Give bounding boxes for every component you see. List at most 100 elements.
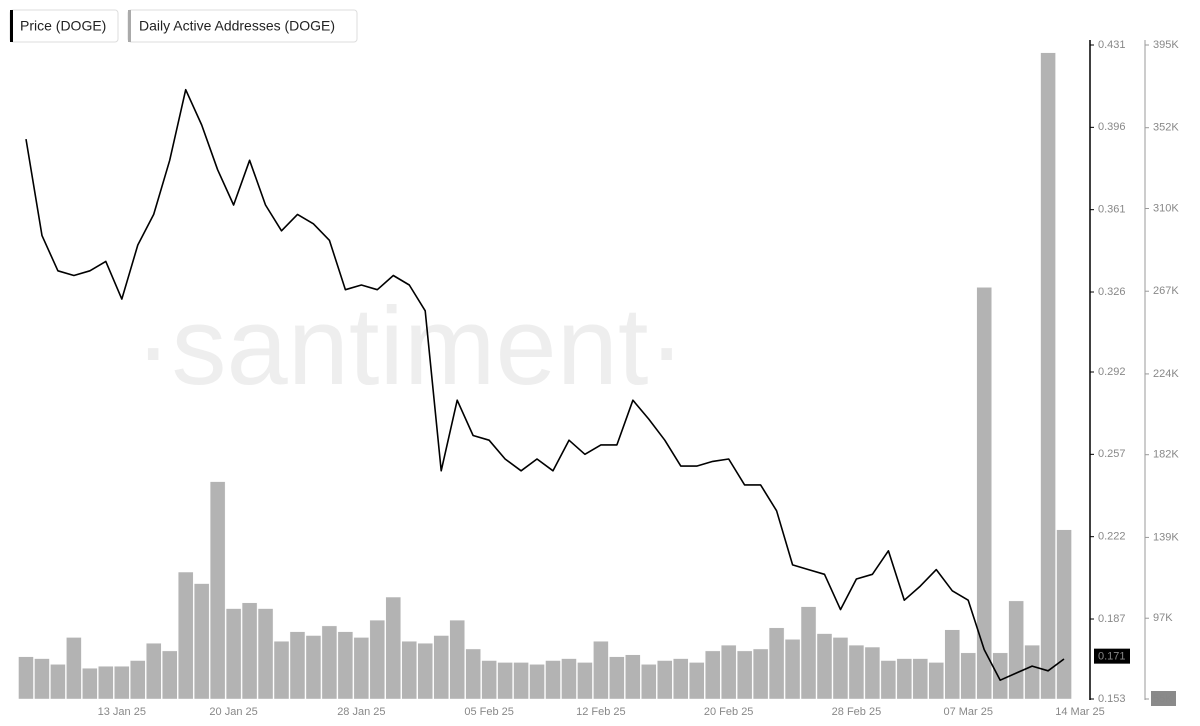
bar [992,652,1008,700]
legend-addresses[interactable]: Daily Active Addresses (DOGE) [127,9,358,43]
legend-label[interactable]: Daily Active Addresses (DOGE) [139,18,335,34]
bar [385,596,401,700]
bar [193,583,210,700]
bar [433,635,449,700]
bar [273,641,290,700]
y-tick-label: 0.222 [1098,531,1126,543]
y-tick-label: 0.431 [1098,39,1126,51]
bar [529,664,545,700]
y2-tick-label: 310K [1153,202,1179,214]
x-tick-label: 07 Mar 25 [943,706,993,718]
bar [337,631,354,700]
bar [162,650,178,700]
y2-tick-label: 55K [1153,693,1173,705]
bar [673,658,689,700]
y-tick-label: 0.187 [1098,613,1126,625]
bar [114,666,130,700]
bar [720,644,737,700]
bar [497,662,513,700]
x-tick-label: 20 Feb 25 [704,706,754,718]
y2-tick-label: 139K [1153,531,1179,543]
y2-tick-label: 182K [1153,449,1179,461]
bar [609,656,625,700]
y2-tick-box [1151,691,1176,706]
bar [705,650,721,700]
bar [66,637,82,700]
bar [1040,52,1056,700]
y2-tick-label: 267K [1153,285,1179,297]
watermark: ·santiment· [135,285,685,408]
y-tick-label: 0.396 [1098,121,1126,133]
legend-swatch [10,10,13,42]
bar [657,660,673,700]
bar [912,658,928,700]
bar [816,633,833,700]
bar [401,641,417,700]
bar [752,648,769,700]
bar [896,658,913,700]
bar [417,643,433,700]
x-tick-label: 28 Jan 25 [337,706,385,718]
bar [305,635,322,700]
x-tick-label: 13 Jan 25 [98,706,146,718]
bar [928,662,944,700]
bar [257,608,274,700]
legend-swatch [128,10,131,42]
bar [98,666,114,700]
bar [736,650,753,700]
bar [848,644,865,700]
bar [944,629,960,700]
bar [800,606,817,700]
bar [641,664,657,700]
bar [960,652,976,700]
bar [449,619,465,700]
bar [768,627,785,700]
bar [369,619,386,700]
bar [178,571,194,700]
x-tick-label: 28 Feb 25 [832,706,882,718]
bar [593,641,609,700]
bar [577,662,593,700]
bar [832,637,849,700]
bar [513,662,529,700]
bar [1056,529,1072,700]
y2-tick-label: 352K [1153,122,1179,134]
bar [689,662,705,700]
y2-tick-label: 224K [1153,368,1179,380]
y-tick-label: 0.292 [1098,366,1126,378]
x-tick-label: 05 Feb 25 [464,706,514,718]
x-tick-label: 20 Jan 25 [209,706,257,718]
bar [545,660,561,700]
legend-label[interactable]: Price (DOGE) [20,18,106,34]
bar [130,660,146,700]
plot [18,52,1072,700]
bar [82,668,98,700]
bar [784,639,801,700]
bar [1008,600,1024,700]
bar [321,625,338,700]
y2-tick-label: 97K [1153,612,1173,624]
x-tick-label: 14 Mar 25 [1055,706,1105,718]
bar [50,664,66,700]
bar [225,608,242,700]
bar [209,481,226,700]
y2-tick-label: 395K [1153,39,1179,51]
current-price-box [1094,648,1130,664]
bar [465,648,481,700]
price-line [25,88,1065,681]
bar [146,643,162,700]
bar [34,658,50,700]
bar [241,602,258,700]
bar [864,646,881,700]
bar [1024,644,1040,700]
bar [353,637,370,700]
bar [976,287,992,700]
legend-price[interactable]: Price (DOGE) [9,9,119,43]
bar [880,660,897,700]
bar [289,631,306,700]
bar [481,660,497,700]
y-tick-label: 0.326 [1098,286,1126,298]
y-tick-label: 0.153 [1098,693,1126,705]
y-tick-label: 0.361 [1098,204,1126,216]
